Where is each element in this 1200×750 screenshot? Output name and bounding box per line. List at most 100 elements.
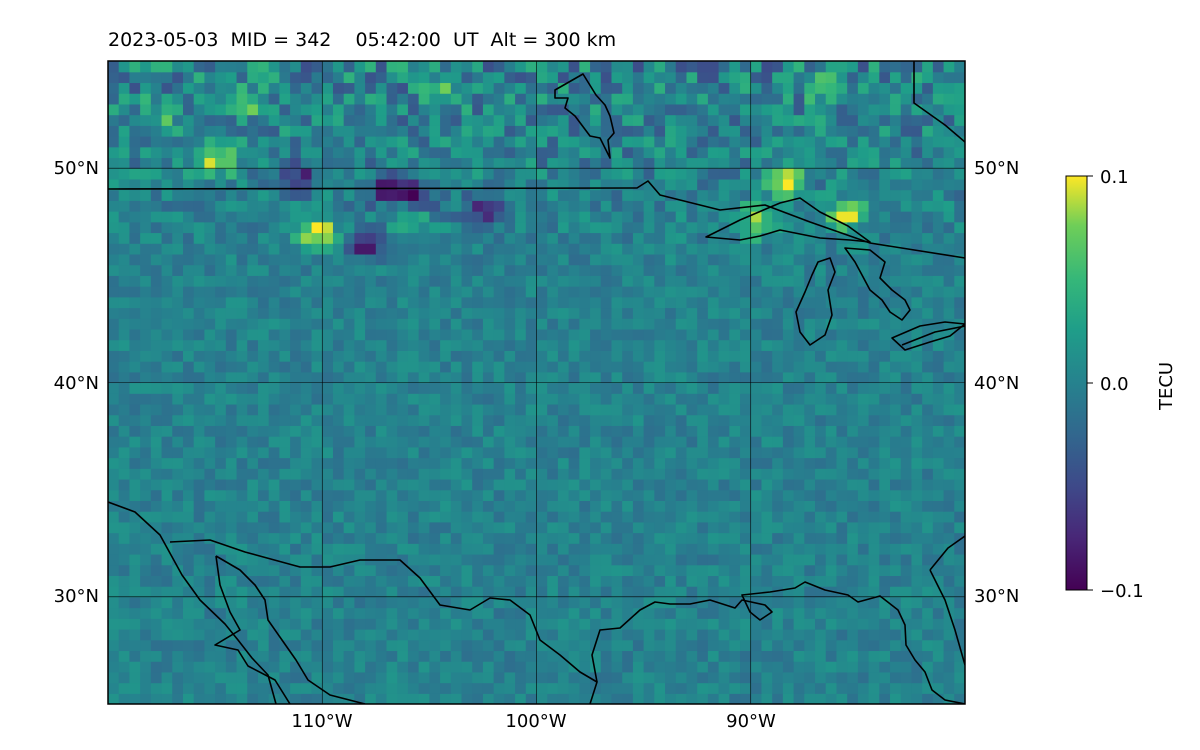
heatmap-cell [922,457,934,469]
heatmap-cell [322,393,334,405]
heatmap-cell [225,382,238,394]
heatmap-cell [418,339,430,351]
heatmap-cell [204,586,216,598]
heatmap-cell [129,307,141,319]
heatmap-cell [129,168,141,180]
heatmap-cell [954,564,965,576]
heatmap-cell [204,618,216,630]
heatmap-cell [311,671,323,684]
heatmap-cell [729,350,741,362]
heatmap-cell [932,650,945,662]
heatmap-cell [654,618,666,630]
heatmap-cell [868,403,880,416]
heatmap-cell [440,382,452,394]
heatmap-cell [707,650,720,662]
heatmap-cell [397,403,409,416]
heatmap-cell [922,403,934,416]
heatmap-cell [568,639,580,652]
heatmap-cell [290,457,302,469]
heatmap-cell [300,414,313,426]
heatmap-cell [611,264,623,276]
heatmap-cell [440,318,452,330]
heatmap-cell [890,414,902,426]
heatmap-cell [579,596,591,609]
heatmap-cell [879,564,891,576]
heatmap-cell [515,511,527,523]
heatmap-cell [900,136,913,148]
heatmap-cell [236,114,248,126]
heatmap-cell [311,211,323,223]
heatmap-cell [825,682,838,694]
heatmap-cell [182,393,195,405]
heatmap-cell [815,103,827,116]
heatmap-cell [140,61,152,73]
heatmap-cell [793,596,805,609]
heatmap-cell [418,382,430,394]
heatmap-cell [450,671,463,684]
heatmap-cell [611,628,623,641]
heatmap-cell [150,446,163,459]
heatmap-cell [450,564,463,576]
heatmap-cell [482,661,495,673]
heatmap-cell [847,136,859,148]
heatmap-cell [504,382,516,394]
heatmap-cell [632,318,645,330]
heatmap-cell [365,168,377,180]
heatmap-cell [836,103,848,116]
heatmap-cell [718,178,730,191]
heatmap-cell [611,200,623,212]
heatmap-cell [932,436,945,448]
heatmap-cell [279,286,291,298]
heatmap-cell [836,425,848,437]
heatmap-cell [150,296,163,309]
heatmap-cell [193,650,206,662]
heatmap-cell [600,168,613,180]
heatmap-cell [847,157,859,169]
heatmap-cell [932,125,945,137]
heatmap-cell [900,328,913,341]
heatmap-cell [782,511,795,523]
heatmap-cell [697,157,709,169]
heatmap-cell [225,307,238,319]
heatmap-cell [857,661,870,673]
heatmap-cell [300,221,313,234]
heatmap-cell [879,93,891,105]
heatmap-cell [707,168,720,180]
heatmap-cell [193,382,206,394]
heatmap-cell [815,178,827,191]
heatmap-cell [386,489,398,501]
heatmap-cell [825,425,838,437]
heatmap-cell [579,403,591,416]
heatmap-cell [943,639,955,652]
heatmap-cell [686,553,698,566]
heatmap-cell [386,671,398,684]
heatmap-cell [268,661,280,673]
heatmap-cell [504,157,516,169]
heatmap-cell [536,511,548,523]
heatmap-cell [729,650,741,662]
heatmap-cell [407,478,420,491]
heatmap-cell [900,103,913,116]
heatmap-cell [397,532,409,544]
heatmap-cell [268,564,280,576]
heatmap-cell [150,350,163,362]
heatmap-cell [825,361,838,373]
heatmap-cell [547,296,559,309]
heatmap-cell [161,189,173,201]
heatmap-cell [375,71,388,84]
heatmap-cell [129,371,141,384]
heatmap-cell [343,543,355,555]
heatmap-cell [515,71,527,84]
heatmap-cell [161,168,173,180]
heatmap-cell [108,71,120,84]
heatmap-cell [257,607,270,619]
heatmap-cell [182,253,195,266]
heatmap-cell [268,414,280,426]
heatmap-cell [311,350,323,362]
heatmap-cell [922,607,934,619]
heatmap-cell [868,286,880,298]
heatmap-cell [879,136,891,148]
heatmap-cell [322,296,334,309]
heatmap-cell [182,125,195,137]
heatmap-cell [782,286,795,298]
